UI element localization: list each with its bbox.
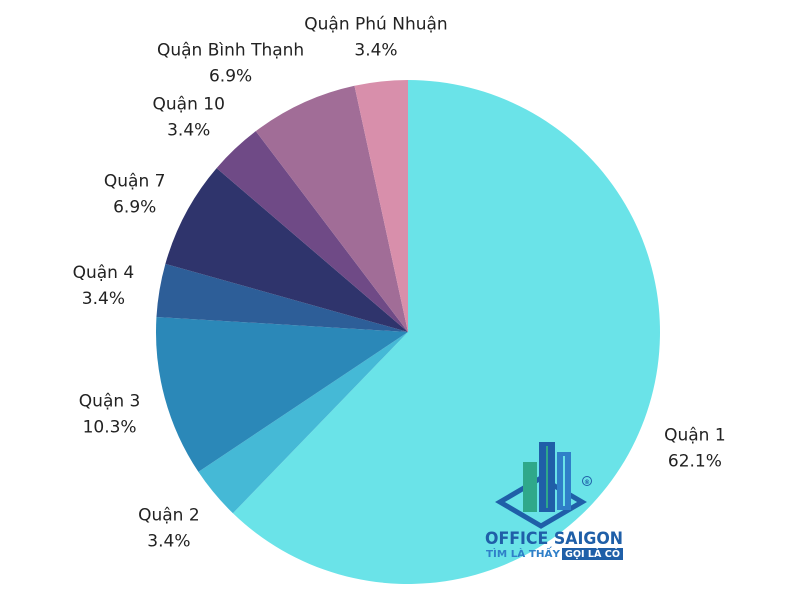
logo-registered-mark [582, 476, 592, 486]
logo-title: OFFICE SAIGON [485, 529, 623, 549]
pie-slice-quan-4 [156, 263, 408, 332]
logo-registered-text: ® [584, 479, 590, 486]
slice-label-quan-2: Quận 2 3.4% [138, 505, 200, 551]
slice-labels: Quận 1 62.1% Quận 2 3.4% Quận 3 10.3% Quận 4 3.… [73, 15, 726, 552]
slice-label-quan-4: Quận 4 3.4% [73, 263, 135, 309]
logo-tagline-right: GỌI LÀ CÓ [565, 547, 620, 560]
pie-slice-quan-10 [216, 131, 408, 332]
logo-building-left [523, 462, 537, 512]
pie-slice-quan-phu-nhuan [354, 80, 408, 332]
pie-slice-quan-binh-thanh [255, 85, 408, 332]
slice-label-quan-binh-thanh: Quận Bình Thạnh 6.9% [157, 41, 304, 87]
logo-tagline-left: TÌM LÀ THẤY [486, 545, 561, 560]
slice-label-quan-1: Quận 1 62.1% [664, 425, 726, 471]
slice-label-quan-phu-nhuan: Quận Phú Nhuận 3.4% [304, 15, 447, 61]
pie-slices [155, 80, 660, 584]
logo-tagline-right-bg [562, 548, 623, 560]
office-saigon-logo: ® OFFICE SAIGON TÌM LÀ THẤY GỌI LÀ CÓ [485, 442, 623, 560]
slice-label-quan-3: Quận 3 10.3% [79, 391, 141, 437]
slice-label-quan-7: Quận 7 6.9% [104, 172, 166, 218]
pie-slice-quan-3 [155, 316, 408, 472]
pie-slice-quan-2 [198, 332, 408, 514]
logo-building-right-stripe [563, 456, 565, 506]
pie-slice-quan-7 [165, 168, 408, 332]
logo-building-mid-stripe [546, 446, 548, 508]
slice-label-quan-10: Quận 10 3.4% [153, 95, 225, 141]
